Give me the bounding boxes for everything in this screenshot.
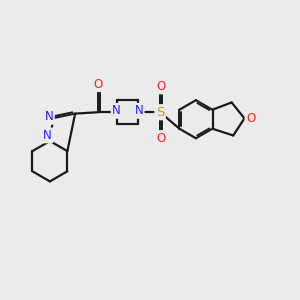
Text: O: O bbox=[94, 78, 103, 91]
Text: N: N bbox=[112, 104, 121, 117]
Text: O: O bbox=[157, 80, 166, 93]
Text: N: N bbox=[43, 129, 52, 142]
Text: S: S bbox=[156, 106, 164, 119]
Text: N: N bbox=[134, 104, 143, 117]
Text: O: O bbox=[157, 131, 166, 145]
Text: N: N bbox=[45, 110, 53, 123]
Text: O: O bbox=[246, 112, 255, 125]
